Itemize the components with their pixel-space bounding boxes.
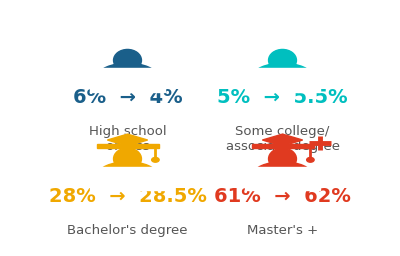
- FancyBboxPatch shape: [90, 68, 165, 92]
- Ellipse shape: [98, 162, 157, 187]
- Text: High school
or less: High school or less: [89, 125, 166, 153]
- Text: Bachelor's degree: Bachelor's degree: [67, 224, 188, 237]
- Text: Master's +: Master's +: [247, 224, 318, 237]
- Ellipse shape: [114, 49, 142, 71]
- Ellipse shape: [253, 162, 312, 187]
- FancyBboxPatch shape: [245, 167, 320, 190]
- Text: Some college/
associate degree: Some college/ associate degree: [226, 125, 340, 153]
- Text: 5%  →  5.5%: 5% → 5.5%: [217, 88, 348, 107]
- FancyBboxPatch shape: [96, 144, 158, 148]
- Ellipse shape: [98, 63, 157, 89]
- Polygon shape: [262, 134, 303, 146]
- Text: 28%  →  28.5%: 28% → 28.5%: [48, 187, 206, 206]
- FancyBboxPatch shape: [245, 68, 320, 92]
- Circle shape: [152, 157, 159, 162]
- Ellipse shape: [268, 148, 296, 170]
- Ellipse shape: [253, 63, 312, 89]
- Ellipse shape: [268, 49, 296, 71]
- FancyBboxPatch shape: [252, 144, 314, 148]
- Circle shape: [307, 157, 314, 162]
- Ellipse shape: [114, 148, 142, 170]
- FancyBboxPatch shape: [90, 167, 165, 190]
- Polygon shape: [107, 134, 148, 146]
- Text: 61%  →  62%: 61% → 62%: [214, 187, 351, 206]
- Text: 6%  →  4%: 6% → 4%: [73, 88, 182, 107]
